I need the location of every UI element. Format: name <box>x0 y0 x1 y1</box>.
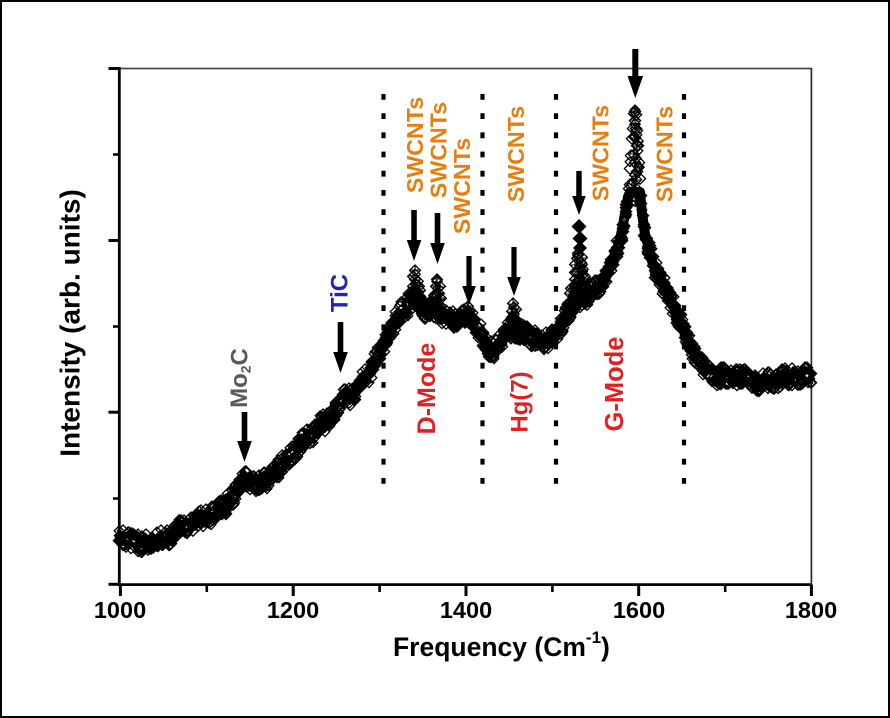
svg-text:SWCNTs: SWCNTs <box>449 138 475 234</box>
svg-text:1600: 1600 <box>613 597 665 623</box>
svg-text:1400: 1400 <box>440 597 492 623</box>
svg-text:Frequency (Cm-1): Frequency (Cm-1) <box>393 628 610 662</box>
svg-text:1200: 1200 <box>267 597 319 623</box>
svg-text:SWCNTs: SWCNTs <box>652 106 678 202</box>
svg-text:Mo2C: Mo2C <box>226 348 254 408</box>
svg-text:1000: 1000 <box>94 597 146 623</box>
svg-text:SWCNTs: SWCNTs <box>588 105 614 201</box>
svg-text:SWCNTs: SWCNTs <box>503 106 529 202</box>
svg-text:Hg(7): Hg(7) <box>507 371 534 432</box>
svg-text:SWCNTs: SWCNTs <box>426 102 452 198</box>
svg-text:D-Mode: D-Mode <box>413 343 441 435</box>
svg-text:G-Mode: G-Mode <box>601 337 629 432</box>
svg-text:1800: 1800 <box>785 597 837 623</box>
svg-text:TiC: TiC <box>327 274 354 312</box>
svg-text:SWCNTs: SWCNTs <box>402 97 428 193</box>
svg-text:Intensity (arb. units): Intensity (arb. units) <box>55 189 86 457</box>
